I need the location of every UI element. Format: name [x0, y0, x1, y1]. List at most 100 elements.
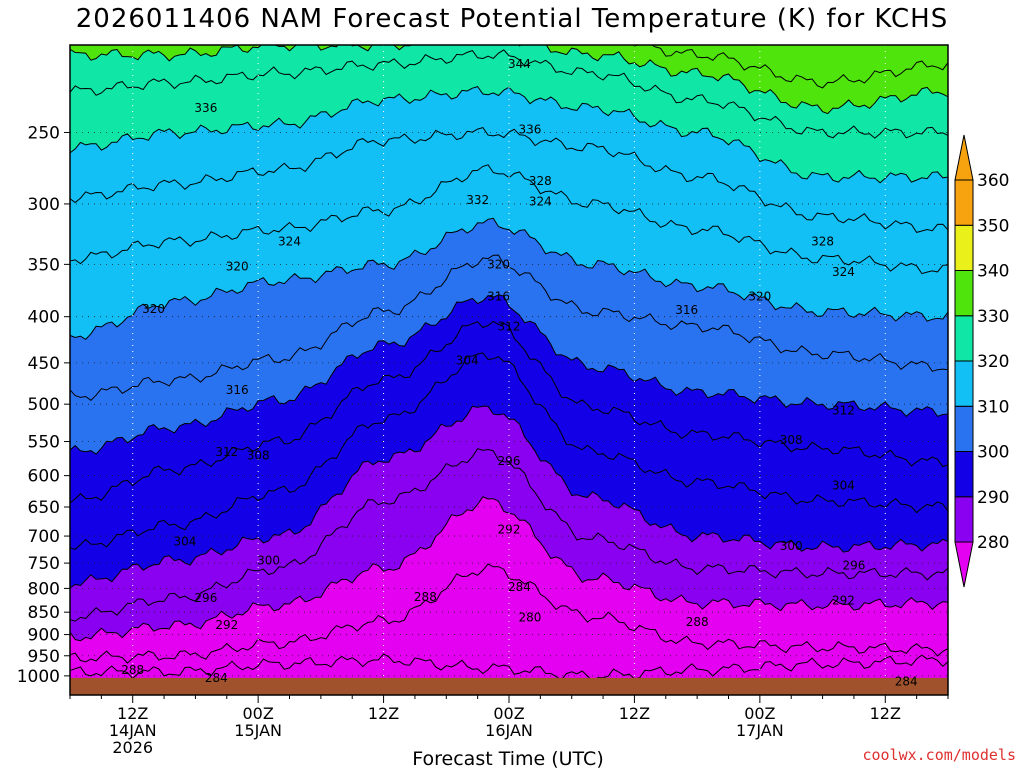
contour-label: 316	[487, 290, 510, 304]
contour-label: 324	[529, 194, 552, 208]
contour-label: 284	[508, 580, 531, 594]
contour-label: 300	[257, 553, 280, 567]
isentrope-320	[70, 217, 948, 341]
colorbar-swatch	[954, 179, 974, 226]
contour-label: 284	[205, 671, 228, 685]
colorbar-swatch	[954, 360, 974, 407]
chart-title: 2026011406 NAM Forecast Potential Temper…	[75, 4, 949, 34]
contour-label: 284	[895, 675, 918, 689]
contour-label: 292	[832, 593, 855, 607]
x-tick-label: 00Z	[744, 704, 775, 723]
isentrope-340	[70, 45, 948, 115]
contour-label: 328	[811, 234, 834, 248]
contour-label: 288	[686, 615, 709, 629]
isentrope-288	[70, 563, 948, 664]
y-tick-label: 300	[28, 195, 60, 215]
colorbar-label: 280	[977, 533, 1009, 553]
colorbar-swatch	[954, 270, 974, 317]
y-tick-label: 350	[28, 255, 60, 275]
x-tick-label: 12Z	[870, 704, 901, 723]
y-tick-label: 950	[28, 647, 60, 667]
contour-label: 304	[174, 535, 197, 549]
contour-label: 336	[518, 122, 541, 136]
contour-label: 312	[498, 319, 521, 333]
contour-label: 304	[832, 478, 855, 492]
x-tick-label: 12Z	[117, 704, 148, 723]
contour-label: 296	[194, 591, 217, 605]
contour-label: 312	[832, 403, 855, 417]
contour-label: 344	[508, 57, 531, 71]
colorbar-swatch	[954, 224, 974, 271]
colorbar-label: 310	[977, 397, 1009, 417]
contour-labels: 336 344 336 328 332 324 324 328 320 320 324 316 320 3…	[121, 57, 918, 689]
y-tick-label: 600	[28, 467, 60, 487]
contour-label: 324	[832, 265, 855, 279]
y-tick-label: 1000	[17, 667, 60, 687]
isentrope-304	[70, 352, 948, 550]
colorbar-label: 290	[977, 488, 1009, 508]
x-tick-label: 12Z	[619, 704, 650, 723]
colorbar-swatch	[954, 496, 974, 543]
y-tick-label: 800	[28, 579, 60, 599]
contour-band-340	[70, 45, 948, 114]
y-tick-label: 500	[28, 395, 60, 415]
isentrope-284	[70, 653, 948, 683]
contour-label: 320	[487, 257, 510, 271]
x-tick-date-label: 15JAN	[234, 721, 282, 740]
contour-label: 280	[518, 611, 541, 625]
y-tick-label: 850	[28, 603, 60, 623]
isentrope-300	[70, 405, 948, 589]
x-tick-year-label: 2026	[112, 738, 153, 757]
y-tick-label: 650	[28, 498, 60, 518]
watermark: coolwx.com/models	[862, 746, 1016, 764]
x-tick-label: 12Z	[368, 704, 399, 723]
ground-surface	[70, 677, 948, 695]
x-tick-date-label: 17JAN	[736, 721, 784, 740]
y-tick-label: 400	[28, 308, 60, 328]
colorbar-label: 300	[977, 443, 1009, 463]
contour-label: 300	[780, 539, 803, 553]
y-tick-label: 900	[28, 626, 60, 646]
x-tick-date-label: 16JAN	[485, 721, 533, 740]
contour-label: 292	[498, 522, 521, 536]
contour-label: 288	[121, 663, 144, 677]
y-tick-label: 750	[28, 554, 60, 574]
contour-label: 292	[215, 618, 238, 632]
x-tick-label: 00Z	[493, 704, 524, 723]
contour-label: 336	[194, 101, 217, 115]
x-tick-label: 00Z	[242, 704, 273, 723]
contour-label: 308	[780, 433, 803, 447]
contour-label: 324	[278, 234, 301, 248]
colorbar-swatch	[954, 451, 974, 498]
colorbar-swatch	[954, 315, 974, 362]
colorbar-label: 350	[977, 216, 1009, 236]
surface-band	[70, 677, 948, 695]
x-axis-title: Forecast Time (UTC)	[412, 748, 603, 768]
isentrope-336	[70, 49, 948, 139]
y-tick-label: 250	[28, 123, 60, 143]
y-tick-label: 700	[28, 527, 60, 547]
contour-label: 320	[142, 302, 165, 316]
isentrope-312	[70, 294, 948, 455]
colorbar: 280 290 300 310 320 330 340 350 360	[954, 134, 1009, 588]
contour-label: 312	[215, 445, 238, 459]
colorbar-label: 330	[977, 307, 1009, 327]
y-tick-label: 550	[28, 433, 60, 453]
contour-label: 296	[842, 559, 865, 573]
colorbar-label: 360	[977, 171, 1009, 191]
contour-label: 296	[498, 454, 521, 468]
contour-label: 320	[226, 260, 249, 274]
contour-label: 308	[247, 449, 270, 463]
colorbar-swatch	[954, 405, 974, 452]
x-tick-date-label: 14JAN	[109, 721, 157, 740]
isentrope-344	[632, 45, 948, 89]
contour-label: 332	[466, 193, 489, 207]
isentrope-296	[70, 448, 948, 622]
colorbar-extend-low	[954, 541, 974, 588]
contour-label: 328	[529, 174, 552, 188]
y-tick-label: 450	[28, 354, 60, 374]
colorbar-label: 320	[977, 352, 1009, 372]
contour-label: 304	[456, 353, 479, 367]
colorbar-label: 340	[977, 262, 1009, 282]
contour-band-344	[633, 45, 948, 88]
